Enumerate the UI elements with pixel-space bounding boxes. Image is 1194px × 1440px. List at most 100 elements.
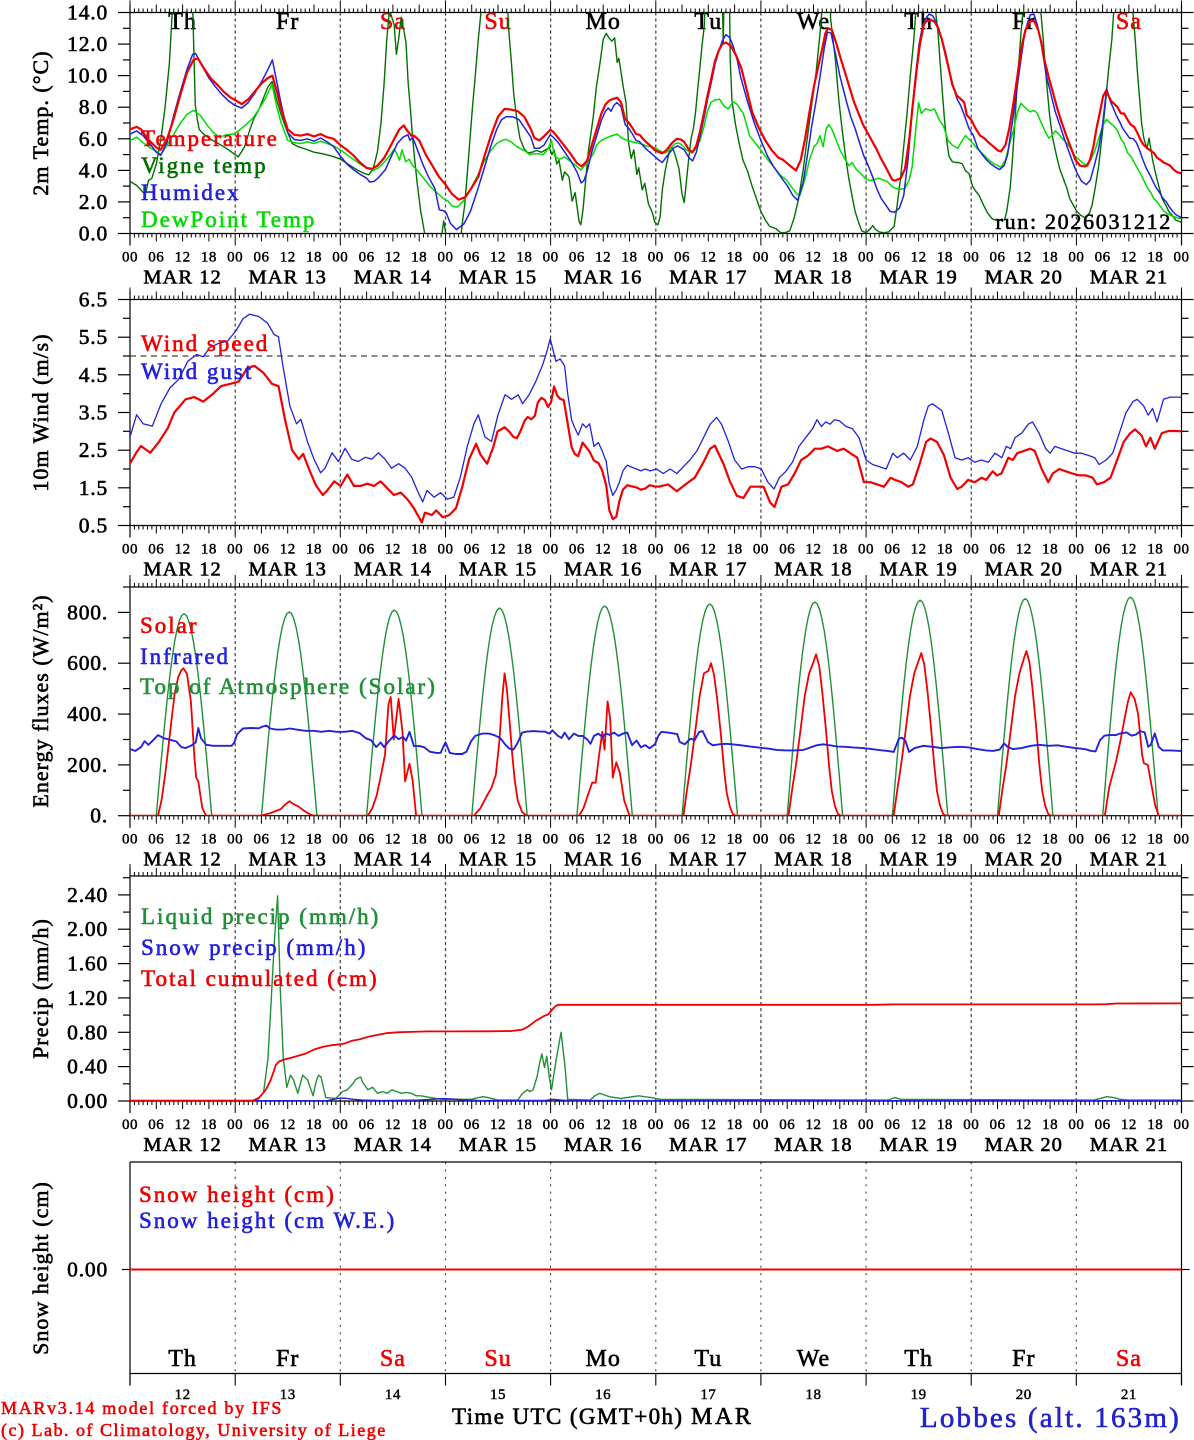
svg-text:00: 00 — [648, 1117, 664, 1133]
svg-text:12: 12 — [1121, 250, 1137, 266]
svg-text:MAR 20: MAR 20 — [985, 559, 1063, 581]
svg-text:00: 00 — [963, 1117, 979, 1133]
svg-text:Snow precip (mm/h): Snow precip (mm/h) — [141, 935, 367, 960]
svg-text:Total cumulated (cm): Total cumulated (cm) — [141, 966, 379, 991]
svg-text:MAR 16: MAR 16 — [564, 267, 642, 289]
svg-text:18: 18 — [201, 250, 217, 266]
svg-text:1.5: 1.5 — [79, 476, 108, 500]
svg-text:Fr: Fr — [276, 9, 299, 35]
svg-text:18: 18 — [411, 250, 427, 266]
svg-text:06: 06 — [779, 250, 795, 266]
svg-text:00: 00 — [437, 832, 453, 848]
svg-text:8.0: 8.0 — [79, 95, 108, 119]
svg-text:18: 18 — [937, 250, 953, 266]
svg-text:00: 00 — [122, 542, 138, 558]
svg-text:Th: Th — [904, 1346, 933, 1372]
svg-text:18: 18 — [621, 250, 637, 266]
svg-text:00: 00 — [437, 1117, 453, 1133]
svg-text:12: 12 — [490, 1117, 506, 1133]
svg-text:00: 00 — [858, 250, 874, 266]
svg-text:00: 00 — [543, 250, 559, 266]
svg-text:00: 00 — [543, 832, 559, 848]
svg-text:00: 00 — [648, 250, 664, 266]
svg-text:Sa: Sa — [380, 1346, 406, 1372]
svg-text:3.5: 3.5 — [79, 401, 108, 425]
svg-text:18: 18 — [621, 1117, 637, 1133]
svg-text:00: 00 — [753, 542, 769, 558]
svg-text:12: 12 — [175, 1117, 191, 1133]
svg-text:Temperature: Temperature — [141, 126, 279, 151]
svg-text:Su: Su — [484, 9, 511, 35]
svg-text:06: 06 — [464, 1117, 480, 1133]
svg-text:2.00: 2.00 — [67, 917, 108, 941]
svg-text:800.: 800. — [67, 600, 108, 624]
svg-text:15: 15 — [490, 1387, 506, 1403]
svg-text:MAR 17: MAR 17 — [669, 559, 747, 581]
svg-text:Precip (mm/h): Precip (mm/h) — [28, 918, 53, 1059]
svg-text:12: 12 — [911, 1117, 927, 1133]
svg-text:06: 06 — [359, 832, 375, 848]
svg-text:18: 18 — [1042, 1117, 1058, 1133]
svg-text:MAR 15: MAR 15 — [459, 267, 537, 289]
svg-text:12: 12 — [385, 250, 401, 266]
svg-text:2.0: 2.0 — [79, 190, 108, 214]
svg-text:18: 18 — [306, 250, 322, 266]
svg-text:00: 00 — [227, 542, 243, 558]
svg-text:Top of Atmosphere (Solar): Top of Atmosphere (Solar) — [140, 674, 437, 699]
svg-text:16: 16 — [595, 1387, 611, 1403]
svg-text:00: 00 — [1068, 542, 1084, 558]
svg-text:MAR 14: MAR 14 — [354, 267, 432, 289]
svg-text:12.0: 12.0 — [67, 32, 108, 56]
svg-text:MAR 21: MAR 21 — [1090, 559, 1168, 581]
svg-text:06: 06 — [253, 542, 269, 558]
svg-text:18: 18 — [1147, 1117, 1163, 1133]
svg-text:MAR 21: MAR 21 — [1090, 267, 1168, 289]
svg-text:06: 06 — [674, 1117, 690, 1133]
svg-text:MAR 18: MAR 18 — [774, 267, 852, 289]
svg-text:12: 12 — [385, 1117, 401, 1133]
svg-text:06: 06 — [464, 250, 480, 266]
svg-text:Liquid precip (mm/h): Liquid precip (mm/h) — [141, 904, 380, 929]
svg-text:MAR 19: MAR 19 — [879, 267, 957, 289]
svg-text:10m Wind (m/s): 10m Wind (m/s) — [28, 333, 53, 491]
svg-text:12: 12 — [805, 250, 821, 266]
svg-text:MAR 12: MAR 12 — [143, 849, 221, 871]
svg-text:06: 06 — [253, 250, 269, 266]
svg-text:18: 18 — [621, 832, 637, 848]
svg-text:6.0: 6.0 — [79, 127, 108, 151]
svg-text:MAR 13: MAR 13 — [249, 267, 327, 289]
svg-text:00: 00 — [963, 250, 979, 266]
svg-text:06: 06 — [1095, 832, 1111, 848]
svg-text:18: 18 — [937, 542, 953, 558]
svg-text:2.5: 2.5 — [79, 438, 108, 462]
svg-text:18: 18 — [832, 832, 848, 848]
svg-text:MAR 13: MAR 13 — [249, 1134, 327, 1156]
svg-text:06: 06 — [779, 832, 795, 848]
svg-text:0.5: 0.5 — [79, 514, 108, 538]
svg-text:06: 06 — [148, 1117, 164, 1133]
svg-text:6.5: 6.5 — [79, 288, 108, 312]
svg-text:MAR 16: MAR 16 — [564, 849, 642, 871]
svg-text:MARv3.14 model forced by IFS: MARv3.14 model forced by IFS — [1, 1398, 283, 1418]
svg-text:00: 00 — [543, 1117, 559, 1133]
svg-text:00: 00 — [437, 250, 453, 266]
svg-text:Fr: Fr — [1012, 9, 1035, 35]
svg-text:18: 18 — [1042, 542, 1058, 558]
svg-text:00: 00 — [437, 542, 453, 558]
svg-text:400.: 400. — [67, 702, 108, 726]
svg-text:18: 18 — [937, 832, 953, 848]
svg-text:06: 06 — [989, 832, 1005, 848]
svg-text:06: 06 — [674, 250, 690, 266]
svg-text:06: 06 — [989, 1117, 1005, 1133]
svg-text:06: 06 — [569, 832, 585, 848]
svg-text:06: 06 — [148, 250, 164, 266]
svg-text:5.5: 5.5 — [79, 325, 108, 349]
svg-text:18: 18 — [201, 832, 217, 848]
svg-text:MAR 20: MAR 20 — [985, 849, 1063, 871]
svg-text:12: 12 — [595, 542, 611, 558]
svg-text:00: 00 — [753, 832, 769, 848]
svg-text:06: 06 — [674, 542, 690, 558]
svg-text:12: 12 — [175, 1387, 191, 1403]
svg-text:06: 06 — [253, 832, 269, 848]
svg-text:MAR 16: MAR 16 — [564, 1134, 642, 1156]
